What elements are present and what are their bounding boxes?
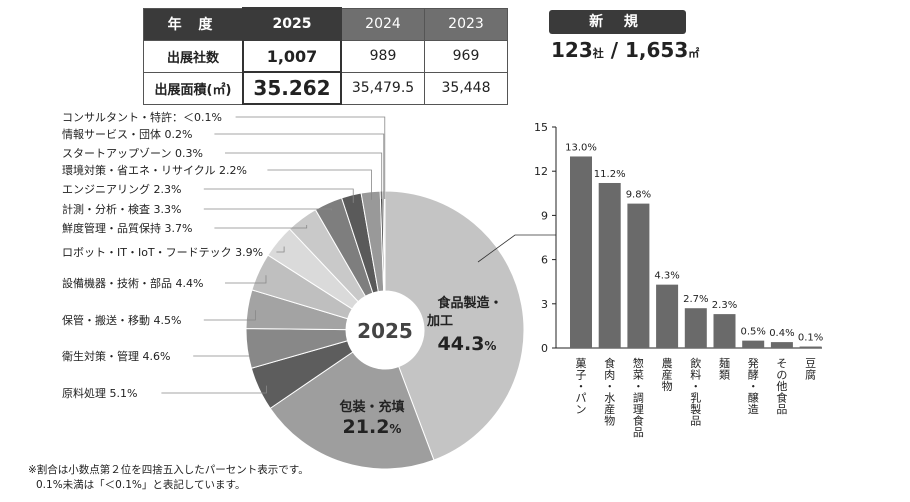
y-tick-label-2: 6: [541, 254, 548, 267]
bar-6: [742, 340, 765, 348]
bar-value-label-4: 2.7%: [683, 294, 708, 305]
new-companies-unit: 社: [592, 47, 604, 60]
area-2025: 35.262: [242, 71, 342, 105]
new-exhibitors-badge: 新 規: [549, 10, 686, 34]
bar-7: [770, 342, 793, 348]
summary-row-exhibitors: 出展社数 1,007 989 969: [143, 39, 508, 73]
leader-line-13: [235, 116, 386, 200]
bar-category-label-5: 麺類: [719, 357, 730, 382]
leader-label-9: エンジニアリング 2.3%: [62, 182, 181, 196]
bar-category-label-1: 食肉・水産物: [604, 356, 615, 428]
bar-value-label-7: 0.4%: [769, 328, 794, 339]
header-year: 年 度: [143, 7, 244, 41]
leader-label-8: 計測・分析・検査 3.3%: [62, 202, 181, 216]
y-tick-label-3: 9: [541, 209, 548, 222]
leader-label-10: 環境対策・省エネ・リサイクル 2.2%: [62, 163, 247, 177]
footnote-less-than: 0.1%未満は「＜0.1%」と表記しています。: [36, 479, 246, 491]
bar-category-label-7: その他食品: [776, 357, 787, 416]
bar-5: [713, 314, 736, 348]
bar-4: [684, 308, 707, 348]
y-tick-label-1: 3: [541, 298, 548, 311]
leader-label-11: スタートアップゾーン 0.3%: [62, 147, 203, 160]
bar-0: [570, 156, 592, 348]
footnote-rounding: ※割合は小数点第２位を四捨五入したパーセント表示です。: [28, 464, 309, 476]
bar-value-label-5: 2.3%: [712, 300, 737, 311]
donut-hole: [346, 291, 424, 369]
leader-label-5: 設備機器・技術・部品 4.4%: [62, 276, 203, 290]
pie-to-bar-connector: [477, 234, 556, 263]
donut-center-label: 2025: [357, 319, 413, 343]
bar-8: [799, 346, 822, 348]
slice-label-packaging: 包装・充填: [339, 399, 404, 415]
slice-label-food-processing-line2: 加工: [426, 314, 453, 329]
summary-table: 年 度 2025 2024 2023 出展社数 1,007 989 969 出展…: [143, 7, 508, 105]
header-2025: 2025: [242, 7, 342, 41]
leader-label-7: 鮮度管理・品質保持 3.7%: [62, 221, 192, 235]
bar-value-label-2: 9.8%: [626, 190, 651, 201]
leader-line-10: [267, 169, 372, 200]
leader-line-11: [225, 152, 383, 200]
row-label-area: 出展面積(㎡): [143, 71, 244, 105]
y-tick-label-4: 12: [534, 165, 548, 178]
leader-label-4: 保管・搬送・移動 4.5%: [62, 313, 181, 327]
y-tick-label-5: 15: [534, 121, 548, 134]
bar-value-label-3: 4.3%: [654, 271, 679, 282]
summary-row-area: 出展面積(㎡) 35.262 35,479.5 35,448: [143, 71, 508, 105]
bar-value-label-8: 0.1%: [798, 333, 823, 344]
leader-label-13: コンサルタント・特許：＜0.1%: [62, 110, 222, 124]
exhibitors-2023: 969: [424, 39, 508, 73]
bar-value-label-6: 0.5%: [740, 327, 765, 338]
new-separator: /: [603, 38, 625, 62]
leader-line-3: [193, 347, 256, 357]
area-2023: 35,448: [424, 71, 508, 105]
new-companies-number: 123: [551, 38, 593, 62]
bar-category-label-6: 発酵・醸造: [748, 356, 759, 416]
new-area-number: 1,653: [624, 38, 689, 62]
bar-value-label-1: 11.2%: [594, 169, 626, 180]
slice-label-food-processing-line1: 食品製造・: [437, 295, 502, 311]
leader-line-7: [214, 224, 308, 229]
exhibitors-2024: 989: [340, 39, 425, 73]
leader-label-12: 情報サービス・団体 0.2%: [62, 127, 192, 141]
slice-value-packaging: 21.2%: [343, 416, 402, 438]
leader-line-12: [214, 133, 385, 200]
leader-label-6: ロボット・IT・IoT・フードテック 3.9%: [62, 246, 263, 259]
leader-label-3: 衛生対策・管理 4.6%: [62, 349, 170, 363]
bar-category-label-4: 飲料・乳製品: [690, 356, 701, 428]
bar-category-label-3: 農産物: [662, 356, 673, 393]
y-tick-label-0: 0: [541, 342, 548, 355]
leader-label-2: 原料処理 5.1%: [62, 386, 137, 400]
row-label-exhibitors: 出展社数: [143, 39, 244, 73]
bar-value-label-0: 13.0%: [565, 142, 597, 153]
new-exhibitors-value: 123社 / 1,653㎡: [551, 38, 699, 62]
bar-category-label-2: 惣菜・調理食品: [633, 356, 644, 439]
bar-category-label-0: 菓子・パン: [576, 357, 587, 416]
header-2023: 2023: [424, 7, 508, 41]
leader-line-2: [161, 385, 267, 394]
slice-value-food-processing: 44.3%: [438, 333, 497, 355]
area-2024: 35,479.5: [340, 71, 425, 105]
leader-line-4: [203, 310, 256, 321]
leader-line-9: [203, 188, 354, 203]
summary-header-row: 年 度 2025 2024 2023: [143, 7, 508, 41]
bar-3: [656, 284, 679, 348]
bar-2: [627, 203, 650, 348]
leader-line-6: [276, 246, 285, 253]
leader-line-8: [203, 208, 332, 211]
bar-category-label-8: 豆腐: [805, 357, 816, 382]
leader-line-5: [225, 275, 267, 284]
bar-1: [598, 182, 621, 348]
new-area-unit: ㎡: [688, 47, 700, 60]
exhibitors-2025: 1,007: [242, 39, 342, 73]
